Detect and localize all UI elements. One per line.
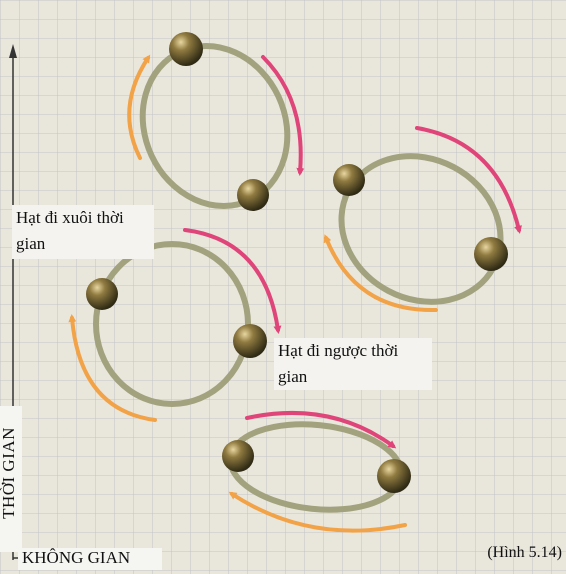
particle-loop-3 — [68, 228, 282, 422]
magenta-arrow — [183, 228, 282, 334]
orange-arrow — [228, 491, 407, 533]
particle-loop-4 — [222, 410, 411, 533]
particle-ball — [474, 237, 508, 271]
particle-ball — [233, 324, 267, 358]
orange-arrow — [323, 234, 438, 313]
loop-ring — [93, 241, 251, 407]
particle-ball — [222, 440, 254, 472]
time-axis-arrowhead — [9, 44, 17, 58]
particle-ball — [169, 32, 203, 66]
particle-loop-1 — [127, 32, 305, 211]
particle-ball — [237, 179, 269, 211]
orange-arrow — [127, 54, 151, 160]
particle-ball — [333, 164, 365, 196]
particle-ball — [86, 278, 118, 310]
time-axis-label: THỜI GIAN — [0, 427, 18, 519]
forward-in-time-label: Hạt đi xuôi thời gian — [12, 205, 154, 259]
particle-ball — [377, 459, 411, 493]
magenta-arrow — [261, 55, 305, 176]
particle-loop-2 — [323, 126, 522, 313]
backward-in-time-label: Hạt đi ngược thời gian — [274, 338, 432, 390]
orange-arrow — [68, 314, 157, 422]
figure-caption: (Hình 5.14) — [487, 544, 562, 561]
magenta-arrow — [415, 126, 522, 234]
magenta-arrow — [245, 410, 397, 449]
time-axis-label-background — [0, 406, 22, 552]
space-axis-label: KHÔNG GIAN — [18, 548, 162, 570]
